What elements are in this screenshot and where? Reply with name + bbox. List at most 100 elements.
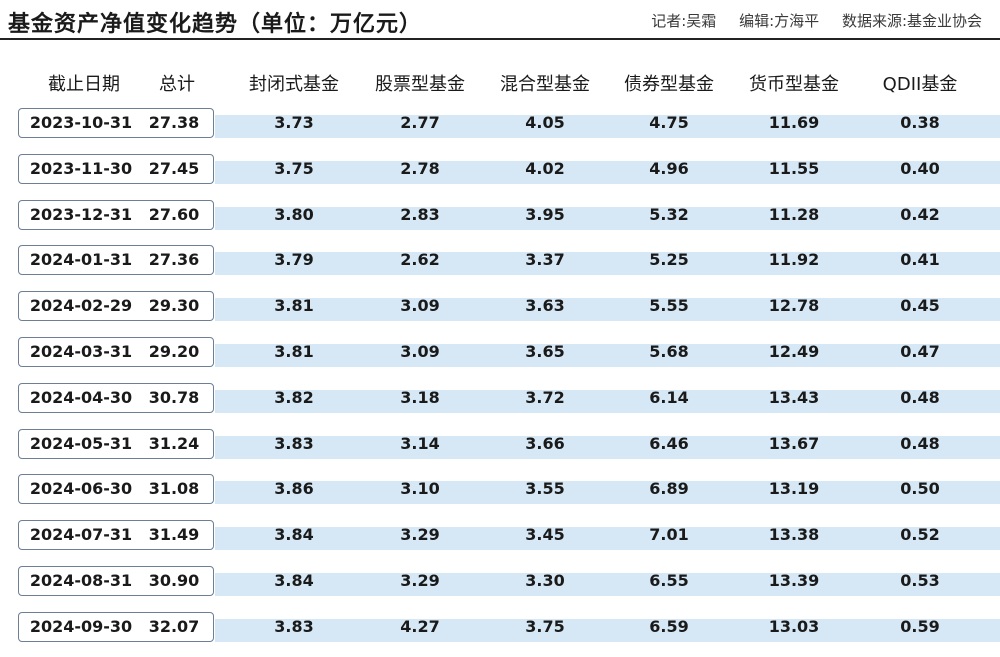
header-rule (0, 38, 1000, 40)
date-cell: 2024-09-30 (29, 617, 133, 636)
value-cell: 5.32 (649, 205, 689, 224)
value-cell: 6.46 (649, 434, 689, 453)
row-band (215, 481, 1000, 504)
value-cell: 7.01 (649, 525, 689, 544)
value-cell: 12.78 (768, 296, 820, 315)
table-row: 2024-07-31 31.49 3.84 3.29 3.45 7.01 13.38 0.52 (0, 520, 1000, 552)
value-cell: 4.27 (400, 617, 440, 636)
row-band (215, 527, 1000, 550)
value-cell: 6.55 (649, 571, 689, 590)
table-row: 2024-02-29 29.30 3.81 3.09 3.63 5.55 12.78 0.45 (0, 291, 1000, 323)
table-row: 2023-12-31 27.60 3.80 2.83 3.95 5.32 11.28 0.42 (0, 200, 1000, 232)
table-row: 2024-09-30 32.07 3.83 4.27 3.75 6.59 13.03 0.59 (0, 612, 1000, 644)
value-cell: 3.14 (400, 434, 440, 453)
value-cell: 2.77 (400, 113, 440, 132)
value-cell: 3.29 (400, 571, 440, 590)
value-cell: 3.95 (525, 205, 565, 224)
row-band (215, 436, 1000, 459)
value-cell: 0.59 (900, 617, 940, 636)
value-cell: 3.18 (400, 388, 440, 407)
row-band (215, 573, 1000, 596)
value-cell: 13.39 (768, 571, 820, 590)
value-cell: 0.50 (900, 479, 940, 498)
value-cell: 3.09 (400, 296, 440, 315)
value-cell: 3.83 (274, 434, 314, 453)
date-cell: 2024-04-30 (29, 388, 133, 407)
value-cell: 6.59 (649, 617, 689, 636)
date-total-box (18, 200, 214, 230)
value-cell: 0.48 (900, 434, 940, 453)
value-cell: 3.80 (274, 205, 314, 224)
value-cell: 2.83 (400, 205, 440, 224)
credits: 记者:吴霜 编辑:方海平 数据来源:基金业协会 (633, 10, 982, 31)
total-cell: 32.07 (148, 617, 200, 636)
value-cell: 3.73 (274, 113, 314, 132)
value-cell: 3.79 (274, 250, 314, 269)
value-cell: 3.81 (274, 342, 314, 361)
date-cell: 2024-08-31 (29, 571, 133, 590)
row-band (215, 390, 1000, 413)
value-cell: 13.43 (768, 388, 820, 407)
reporter-credit: 记者:吴霜 (651, 12, 717, 30)
value-cell: 4.02 (525, 159, 565, 178)
row-band (215, 252, 1000, 275)
value-cell: 3.84 (274, 525, 314, 544)
value-cell: 5.25 (649, 250, 689, 269)
total-cell: 27.45 (148, 159, 200, 178)
value-cell: 0.40 (900, 159, 940, 178)
value-cell: 6.89 (649, 479, 689, 498)
value-cell: 4.75 (649, 113, 689, 132)
value-cell: 3.10 (400, 479, 440, 498)
table-row: 2024-04-30 30.78 3.82 3.18 3.72 6.14 13.43 0.48 (0, 383, 1000, 415)
value-cell: 3.84 (274, 571, 314, 590)
table-row: 2024-06-30 31.08 3.86 3.10 3.55 6.89 13.19 0.50 (0, 474, 1000, 506)
table-row: 2024-05-31 31.24 3.83 3.14 3.66 6.46 13.67 0.48 (0, 429, 1000, 461)
row-band (215, 207, 1000, 230)
date-total-box (18, 566, 214, 596)
value-cell: 3.66 (525, 434, 565, 453)
value-cell: 3.81 (274, 296, 314, 315)
value-cell: 3.55 (525, 479, 565, 498)
column-header: 截止日期 (48, 74, 120, 95)
value-cell: 0.41 (900, 250, 940, 269)
value-cell: 0.53 (900, 571, 940, 590)
value-cell: 3.37 (525, 250, 565, 269)
value-cell: 13.19 (768, 479, 820, 498)
date-cell: 2024-01-31 (29, 250, 133, 269)
row-band (215, 115, 1000, 138)
value-cell: 0.45 (900, 296, 940, 315)
total-cell: 30.90 (148, 571, 200, 590)
value-cell: 5.55 (649, 296, 689, 315)
table-row: 2024-08-31 30.90 3.84 3.29 3.30 6.55 13.39 0.53 (0, 566, 1000, 598)
value-cell: 2.62 (400, 250, 440, 269)
date-cell: 2023-10-31 (29, 113, 133, 132)
value-cell: 12.49 (768, 342, 820, 361)
table-row: 2024-01-31 27.36 3.79 2.62 3.37 5.25 11.92 0.41 (0, 245, 1000, 277)
date-cell: 2024-06-30 (29, 479, 133, 498)
date-cell: 2024-05-31 (29, 434, 133, 453)
value-cell: 3.65 (525, 342, 565, 361)
date-cell: 2024-02-29 (29, 296, 133, 315)
value-cell: 13.67 (768, 434, 820, 453)
total-cell: 31.08 (148, 479, 200, 498)
value-cell: 3.86 (274, 479, 314, 498)
value-cell: 11.92 (768, 250, 820, 269)
total-cell: 30.78 (148, 388, 200, 407)
value-cell: 5.68 (649, 342, 689, 361)
value-cell: 11.55 (768, 159, 820, 178)
total-cell: 31.24 (148, 434, 200, 453)
value-cell: 0.52 (900, 525, 940, 544)
date-total-box (18, 429, 214, 459)
column-header: QDII基金 (882, 74, 958, 95)
total-cell: 29.20 (148, 342, 200, 361)
value-cell: 4.05 (525, 113, 565, 132)
date-total-box (18, 520, 214, 550)
date-cell: 2023-11-30 (29, 159, 133, 178)
source-credit: 数据来源:基金业协会 (841, 12, 982, 30)
value-cell: 3.30 (525, 571, 565, 590)
column-header: 股票型基金 (375, 74, 465, 95)
total-cell: 27.36 (148, 250, 200, 269)
date-cell: 2024-03-31 (29, 342, 133, 361)
total-cell: 27.38 (148, 113, 200, 132)
value-cell: 13.03 (768, 617, 820, 636)
